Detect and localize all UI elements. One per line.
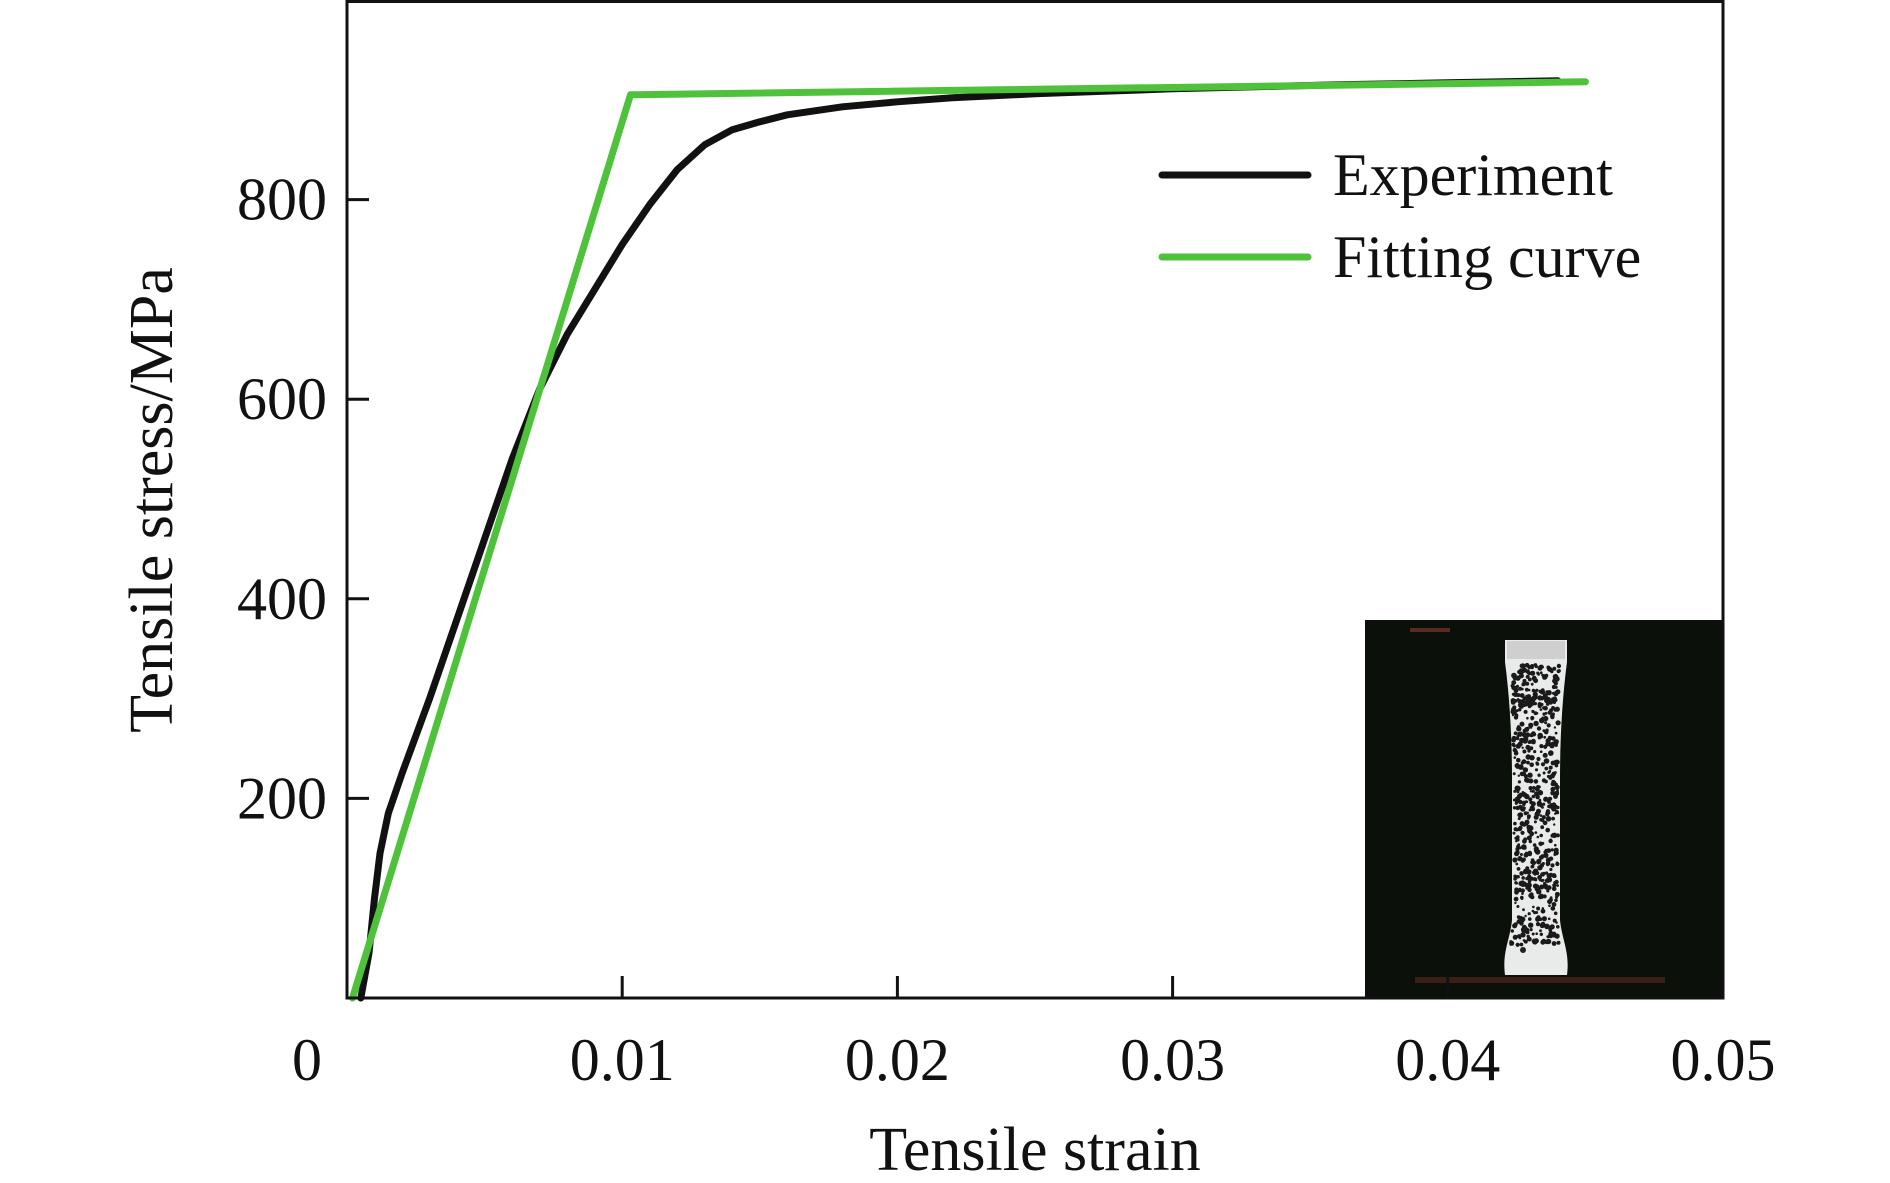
series-layer (349, 77, 1589, 1002)
y-axis-title: Tensile stress/MPa (118, 267, 186, 733)
y-tick-label: 200 (237, 765, 327, 831)
inset-speckle-pattern (1509, 662, 1562, 947)
inset-clamp-mark (1410, 628, 1450, 632)
legend-item: Fitting curve (1158, 224, 1641, 290)
x-tick-label: 0.01 (570, 1027, 675, 1093)
inset-marker-dot (1520, 947, 1526, 953)
plot-frame (345, 0, 1725, 1000)
legend-item: Experiment (1158, 142, 1613, 208)
inset-specimen-photo (1365, 620, 1723, 998)
y-tick-label: 400 (237, 566, 327, 632)
series-line-fitting-curve (349, 78, 1589, 1002)
x-axis-title: Tensile strain (869, 1116, 1200, 1183)
x-tick-label: 0 (292, 1027, 322, 1093)
legend: Experiment Fitting curve (1158, 142, 1641, 290)
legend-label: Fitting curve (1333, 224, 1641, 290)
y-tick-label: 600 (237, 366, 327, 432)
x-tick-label: 0.03 (1120, 1027, 1225, 1093)
legend-label: Experiment (1333, 142, 1613, 208)
inset-specimen-grip (1507, 641, 1565, 659)
x-axis-ticks: 0 0.01 0.02 0.03 0.04 0.05 (292, 976, 1776, 1093)
x-tick-label: 0.02 (845, 1027, 950, 1093)
x-tick-label: 0.04 (1395, 1027, 1500, 1093)
y-tick-label: 800 (237, 167, 327, 233)
inset-base-clamp (1415, 977, 1665, 983)
y-axis-ticks: 200 400 600 800 (237, 167, 369, 831)
x-tick-label: 0.05 (1671, 1027, 1776, 1093)
